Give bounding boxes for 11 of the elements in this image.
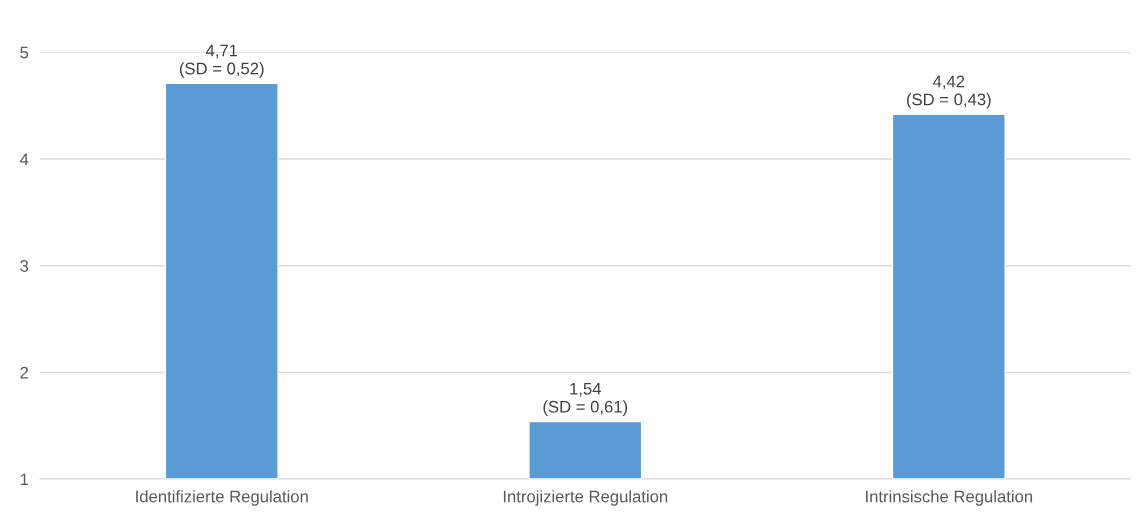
- data-label: 4,42 (SD = 0,43): [907, 75, 991, 109]
- data-label: 1,54 (SD = 0,61): [543, 383, 628, 416]
- x-tick-label: Identifizierte Regulation: [136, 490, 308, 506]
- y-tick-label: 4: [19, 153, 29, 166]
- y-tick-label: 5: [20, 46, 29, 59]
- y-tick-label: 1: [20, 473, 29, 486]
- y-tick-label: 3: [20, 260, 29, 272]
- x-tick-label: Introjizierte Regulation: [503, 490, 668, 506]
- y-tick-label: 2: [20, 366, 29, 379]
- x-tick-label: Intrinsische Regulation: [866, 490, 1033, 506]
- data-label: 4,71 (SD = 0,52): [179, 44, 264, 78]
